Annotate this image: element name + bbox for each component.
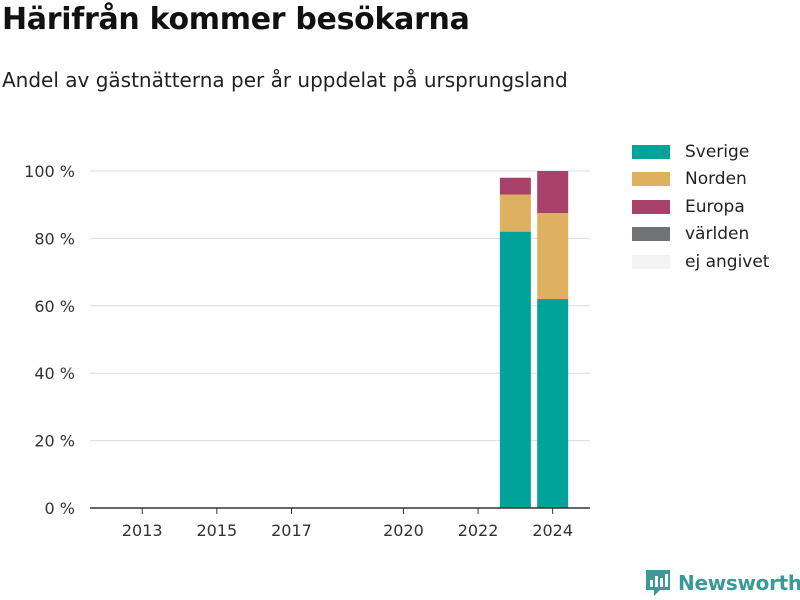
legend-item: världen	[632, 221, 769, 249]
y-tick-label: 20 %	[34, 432, 75, 451]
bar-segment-sverige	[499, 231, 531, 508]
legend-swatch	[632, 199, 670, 214]
legend-swatch	[632, 227, 670, 242]
bar-segment-europa	[537, 171, 569, 214]
bar-segment-norden	[499, 194, 531, 232]
y-tick-label: 100 %	[24, 162, 75, 181]
bar-chart-logo-icon	[646, 570, 670, 596]
legend-item: ej angivet	[632, 248, 769, 276]
y-tick-label: 0 %	[45, 499, 75, 518]
legend-swatch	[632, 144, 670, 159]
legend-label: Norden	[685, 169, 747, 190]
legend-label: ej angivet	[685, 251, 770, 272]
x-tick-label: 2020	[383, 521, 424, 540]
x-tick-label: 2022	[458, 521, 499, 540]
chart-title: Härifrån kommer besökarna	[2, 2, 470, 37]
chart-subtitle: Andel av gästnätterna per år uppdelat på…	[2, 68, 568, 92]
brand-logo: Newsworthy	[644, 568, 800, 598]
x-tick-label: 2015	[197, 521, 238, 540]
legend-item: Norden	[632, 166, 769, 194]
y-tick-label: 80 %	[34, 229, 75, 248]
bar-segment-norden	[537, 213, 569, 300]
legend-swatch	[632, 254, 670, 269]
legend-item: Sverige	[632, 138, 769, 166]
y-tick-label: 60 %	[34, 297, 75, 316]
x-tick-label: 2017	[271, 521, 312, 540]
chart-legend: Sverige Norden Europa världen ej angivet	[632, 138, 769, 276]
legend-label: Sverige	[685, 141, 750, 162]
legend-item: Europa	[632, 193, 769, 221]
bar-segment-sverige	[537, 299, 569, 508]
legend-label: världen	[685, 224, 750, 245]
x-tick-label: 2024	[532, 521, 573, 540]
y-tick-label: 40 %	[34, 364, 75, 383]
legend-label: Europa	[685, 196, 745, 217]
legend-swatch	[632, 172, 670, 187]
x-tick-label: 2013	[122, 521, 163, 540]
bar-segment-europa	[499, 177, 531, 195]
brand-name: Newsworthy	[678, 571, 800, 595]
